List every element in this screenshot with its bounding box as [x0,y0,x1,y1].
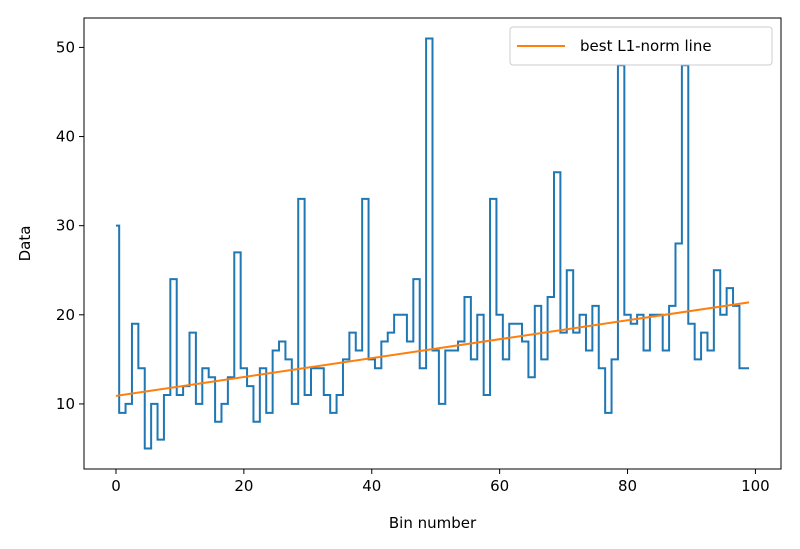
y-tick-label: 50 [56,38,75,56]
plot-area [115,37,750,450]
series-line-data-step [115,37,750,450]
x-tick-label: 80 [618,477,637,495]
axes: 0 20 40 60 80 100 10 20 30 40 50 [56,17,782,495]
y-tick-label: 10 [56,395,75,413]
x-axis-label: Bin number [389,514,477,532]
x-tick-label: 100 [741,477,770,495]
y-tick-label: 20 [56,306,75,324]
x-tick-label: 40 [362,477,381,495]
y-axis-label: Data [16,226,34,262]
legend-label-best-l1-norm-line: best L1-norm line [580,37,712,55]
axes-frame [83,17,782,470]
legend-box [509,26,773,66]
legend: best L1-norm line [509,26,773,66]
series-line-best-l1-norm-line [115,301,750,397]
y-tick-label: 40 [56,128,75,146]
x-tick-label: 0 [111,477,121,495]
x-tick-label: 20 [234,477,253,495]
x-tick-label: 60 [490,477,509,495]
y-tick-label: 30 [56,217,75,235]
